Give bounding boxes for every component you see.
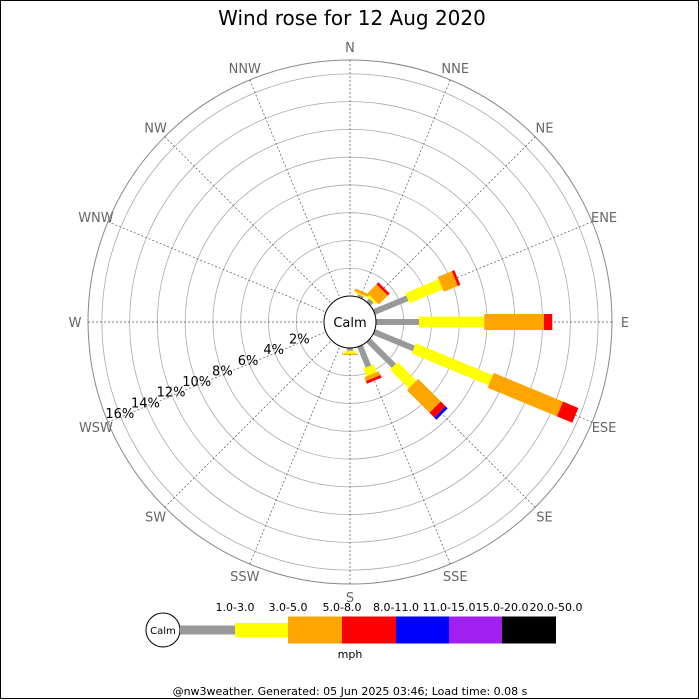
direction-labels: N NNE NE ENE E ESE SE SSE S SSW SW WSW W WNW NW NNW [69,41,630,606]
speed-legend: Calm mph 1.0-3.0 3.0-5.0 5.0-8.0 8.0-11.0 11… [145,601,583,661]
legend-swatch-6 [449,616,502,644]
ring-label-6: 6% [238,354,259,369]
direction-label-wsw: WSW [79,421,113,436]
bar-ene-bin2 [405,279,443,304]
legend-swatch-1 [180,625,235,635]
direction-label-n: N [345,41,355,56]
direction-label-ne: NE [535,122,553,137]
bar-ne-bin2 [367,294,378,305]
bar-ene-bin3 [437,271,458,292]
calm-label: Calm [333,316,366,331]
direction-label-ssw: SSW [230,570,260,585]
legend-calm-label: Calm [150,626,176,637]
spoke-nw [164,136,351,323]
ring-label-8: 8% [212,364,233,379]
wind-bars [342,270,579,423]
ring-label-10: 10% [182,375,211,390]
bar-s-bin3 [342,353,358,355]
direction-label-s: S [346,591,354,606]
legend-swatch-5 [396,616,449,644]
bar-se-bin1 [366,338,396,368]
bar-ne-bin1 [366,298,374,306]
bar-nne-bin1 [357,294,364,300]
bar-sse-bin4 [365,375,382,384]
bar-ese-bin4 [556,401,579,423]
bar-nne-bin2 [355,292,367,298]
footer-text: @nw3weather. Generated: 05 Jun 2025 03:4… [173,685,528,698]
legend-label-5: 11.0-15.0 [423,601,476,614]
bar-s-bin1 [347,348,353,351]
legend-label-7: 20.0-50.0 [530,601,583,614]
direction-label-nw: NW [144,122,167,137]
bar-e-bin3 [484,314,544,330]
legend-swatch-3 [288,616,342,644]
bar-e-bin1 [376,319,419,325]
legend-label-6: 15.0-20.0 [476,601,529,614]
direction-label-se: SE [536,510,552,525]
calm-circle: Calm [323,295,377,349]
bar-se-bin2 [390,362,417,389]
direction-label-nne: NNE [441,62,469,77]
spoke-wnw [107,221,351,323]
direction-label-wnw: WNW [78,211,114,226]
legend-label-4: 8.0-11.0 [373,601,419,614]
legend-swatch-7 [502,616,556,644]
direction-label-e: E [621,316,629,331]
bar-ene-bin4 [451,270,461,286]
bar-ne-bin3 [367,284,388,305]
direction-label-ene: ENE [591,211,617,226]
spoke-sw [164,321,351,508]
bar-se-bin4 [429,401,446,418]
bar-sse-bin1 [357,344,372,368]
direction-label-nnw: NNW [229,62,261,77]
legend-label-2: 3.0-5.0 [269,601,308,614]
legend-swatch-2 [235,623,288,637]
ring-percentage-labels: 2% 4% 6% 8%10%12%14%16% [105,333,309,422]
bar-e-bin2 [419,316,485,328]
legend-swatch-4 [342,616,396,644]
bar-ene-bin1 [372,295,409,315]
legend-unit: mph [338,648,363,661]
spoke-ssw [249,321,351,565]
ring-label-12: 12% [157,386,186,401]
ring-label-2: 2% [289,333,310,348]
chart-title: Wind rose for 12 Aug 2020 [218,6,486,30]
direction-label-sse: SSE [443,570,468,585]
direction-label-ese: ESE [592,421,617,436]
bar-ese-bin1 [372,329,415,352]
bar-se-bin5 [434,406,448,420]
bar-ese-bin3 [487,372,564,417]
bar-ne-bin4 [376,282,390,296]
ring-label-14: 14% [131,396,160,411]
bar-e-bin4 [544,314,553,330]
ring-label-4: 4% [263,343,284,358]
bar-sse-bin3 [364,371,381,382]
bar-sse-bin2 [363,364,377,377]
direction-label-sw: SW [145,510,166,525]
legend-label-3: 5.0-8.0 [323,601,362,614]
bar-se-bin3 [406,378,441,413]
spoke-nnw [249,79,351,323]
direction-label-w: W [69,316,82,331]
legend-label-1: 1.0-3.0 [216,601,255,614]
ring-label-16: 16% [105,407,134,422]
bar-nne-bin3 [354,288,370,298]
bar-ese-bin2 [411,343,493,386]
bar-s-bin2 [344,350,356,354]
